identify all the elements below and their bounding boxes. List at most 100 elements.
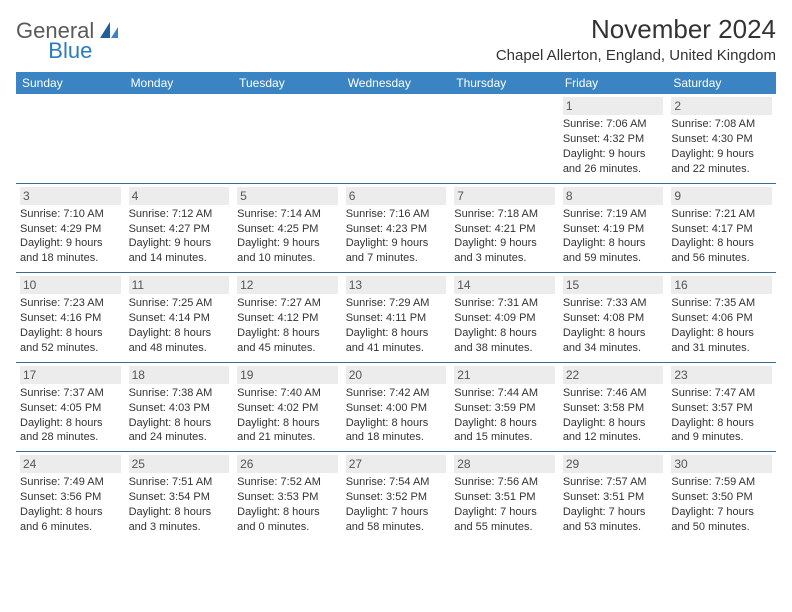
sunset-text: Sunset: 4:30 PM bbox=[671, 132, 772, 147]
sunset-text: Sunset: 4:06 PM bbox=[671, 311, 772, 326]
calendar-day-cell: 4Sunrise: 7:12 AMSunset: 4:27 PMDaylight… bbox=[125, 183, 234, 273]
daylight-text: Daylight: 9 hours and 22 minutes. bbox=[671, 147, 772, 177]
day-number: 29 bbox=[563, 455, 664, 473]
sunrise-text: Sunrise: 7:59 AM bbox=[671, 475, 772, 490]
sunset-text: Sunset: 4:02 PM bbox=[237, 401, 338, 416]
daylight-text: Daylight: 8 hours and 9 minutes. bbox=[671, 416, 772, 446]
sunrise-text: Sunrise: 7:40 AM bbox=[237, 386, 338, 401]
sunrise-text: Sunrise: 7:46 AM bbox=[563, 386, 664, 401]
day-number: 11 bbox=[129, 276, 230, 294]
day-number: 30 bbox=[671, 455, 772, 473]
day-number: 6 bbox=[346, 187, 447, 205]
sunset-text: Sunset: 4:11 PM bbox=[346, 311, 447, 326]
daylight-text: Daylight: 8 hours and 41 minutes. bbox=[346, 326, 447, 356]
day-number: 10 bbox=[20, 276, 121, 294]
day-number: 26 bbox=[237, 455, 338, 473]
daylight-text: Daylight: 8 hours and 18 minutes. bbox=[346, 416, 447, 446]
sunrise-text: Sunrise: 7:52 AM bbox=[237, 475, 338, 490]
daylight-text: Daylight: 8 hours and 56 minutes. bbox=[671, 236, 772, 266]
calendar-day-cell bbox=[16, 94, 125, 183]
calendar-day-cell: 18Sunrise: 7:38 AMSunset: 4:03 PMDayligh… bbox=[125, 362, 234, 452]
day-header: Thursday bbox=[450, 72, 559, 94]
sunset-text: Sunset: 4:21 PM bbox=[454, 222, 555, 237]
daylight-text: Daylight: 8 hours and 48 minutes. bbox=[129, 326, 230, 356]
calendar-day-cell: 15Sunrise: 7:33 AMSunset: 4:08 PMDayligh… bbox=[559, 273, 668, 363]
daylight-text: Daylight: 8 hours and 24 minutes. bbox=[129, 416, 230, 446]
sunrise-text: Sunrise: 7:16 AM bbox=[346, 207, 447, 222]
sunset-text: Sunset: 3:58 PM bbox=[563, 401, 664, 416]
sunset-text: Sunset: 4:29 PM bbox=[20, 222, 121, 237]
daylight-text: Daylight: 7 hours and 50 minutes. bbox=[671, 505, 772, 535]
calendar-day-cell: 27Sunrise: 7:54 AMSunset: 3:52 PMDayligh… bbox=[342, 452, 451, 541]
sunset-text: Sunset: 3:50 PM bbox=[671, 490, 772, 505]
day-number: 22 bbox=[563, 366, 664, 384]
calendar-day-cell: 6 Sunrise: 7:16 AMSunset: 4:23 PMDaylight… bbox=[342, 183, 451, 273]
sunset-text: Sunset: 4:32 PM bbox=[563, 132, 664, 147]
daylight-text: Daylight: 7 hours and 55 minutes. bbox=[454, 505, 555, 535]
sunset-text: Sunset: 4:27 PM bbox=[129, 222, 230, 237]
day-number: 1 bbox=[563, 97, 664, 115]
sunset-text: Sunset: 4:14 PM bbox=[129, 311, 230, 326]
calendar-day-cell: 2Sunrise: 7:08 AMSunset: 4:30 PMDaylight… bbox=[667, 94, 776, 183]
day-number: 12 bbox=[237, 276, 338, 294]
day-header: Sunday bbox=[16, 72, 125, 94]
daylight-text: Daylight: 8 hours and 38 minutes. bbox=[454, 326, 555, 356]
calendar-day-cell: 3Sunrise: 7:10 AMSunset: 4:29 PMDaylight… bbox=[16, 183, 125, 273]
sunrise-text: Sunrise: 7:35 AM bbox=[671, 296, 772, 311]
calendar-week-row: 3Sunrise: 7:10 AMSunset: 4:29 PMDaylight… bbox=[16, 183, 776, 273]
sunrise-text: Sunrise: 7:51 AM bbox=[129, 475, 230, 490]
sunrise-text: Sunrise: 7:06 AM bbox=[563, 117, 664, 132]
calendar-day-cell: 10Sunrise: 7:23 AMSunset: 4:16 PMDayligh… bbox=[16, 273, 125, 363]
calendar-day-cell: 21Sunrise: 7:44 AMSunset: 3:59 PMDayligh… bbox=[450, 362, 559, 452]
day-number: 13 bbox=[346, 276, 447, 294]
calendar-day-cell: 12Sunrise: 7:27 AMSunset: 4:12 PMDayligh… bbox=[233, 273, 342, 363]
sunset-text: Sunset: 4:03 PM bbox=[129, 401, 230, 416]
daylight-text: Daylight: 8 hours and 3 minutes. bbox=[129, 505, 230, 535]
sunrise-text: Sunrise: 7:18 AM bbox=[454, 207, 555, 222]
calendar-day-cell: 26Sunrise: 7:52 AMSunset: 3:53 PMDayligh… bbox=[233, 452, 342, 541]
header: General Blue November 2024 Chapel Allert… bbox=[16, 14, 776, 64]
brand-logo: General Blue bbox=[16, 18, 168, 45]
calendar-day-cell: 16 Sunrise: 7:35 AMSunset: 4:06 PMDayligh… bbox=[667, 273, 776, 363]
sunrise-text: Sunrise: 7:49 AM bbox=[20, 475, 121, 490]
sunrise-text: Sunrise: 7:31 AM bbox=[454, 296, 555, 311]
daylight-text: Daylight: 9 hours and 7 minutes. bbox=[346, 236, 447, 266]
day-number: 5 bbox=[237, 187, 338, 205]
title-block: November 2024 Chapel Allerton, England, … bbox=[496, 14, 776, 64]
day-number: 21 bbox=[454, 366, 555, 384]
calendar-week-row: 24Sunrise: 7:49 AMSunset: 3:56 PMDayligh… bbox=[16, 452, 776, 541]
calendar-day-cell: 25Sunrise: 7:51 AMSunset: 3:54 PMDayligh… bbox=[125, 452, 234, 541]
day-header-row: Sunday Monday Tuesday Wednesday Thursday… bbox=[16, 72, 776, 94]
daylight-text: Daylight: 8 hours and 21 minutes. bbox=[237, 416, 338, 446]
calendar-day-cell bbox=[342, 94, 451, 183]
daylight-text: Daylight: 8 hours and 52 minutes. bbox=[20, 326, 121, 356]
location-text: Chapel Allerton, England, United Kingdom bbox=[496, 47, 776, 64]
daylight-text: Daylight: 8 hours and 31 minutes. bbox=[671, 326, 772, 356]
sunset-text: Sunset: 4:23 PM bbox=[346, 222, 447, 237]
sunrise-text: Sunrise: 7:57 AM bbox=[563, 475, 664, 490]
day-header: Friday bbox=[559, 72, 668, 94]
sunset-text: Sunset: 4:25 PM bbox=[237, 222, 338, 237]
day-header: Saturday bbox=[667, 72, 776, 94]
daylight-text: Daylight: 8 hours and 12 minutes. bbox=[563, 416, 664, 446]
sunrise-text: Sunrise: 7:29 AM bbox=[346, 296, 447, 311]
calendar-day-cell bbox=[450, 94, 559, 183]
day-number: 23 bbox=[671, 366, 772, 384]
sunset-text: Sunset: 4:16 PM bbox=[20, 311, 121, 326]
sunset-text: Sunset: 3:52 PM bbox=[346, 490, 447, 505]
day-number: 24 bbox=[20, 455, 121, 473]
daylight-text: Daylight: 9 hours and 14 minutes. bbox=[129, 236, 230, 266]
sunset-text: Sunset: 4:09 PM bbox=[454, 311, 555, 326]
sunset-text: Sunset: 4:17 PM bbox=[671, 222, 772, 237]
sunrise-text: Sunrise: 7:21 AM bbox=[671, 207, 772, 222]
calendar-day-cell: 8Sunrise: 7:19 AMSunset: 4:19 PMDaylight… bbox=[559, 183, 668, 273]
sunset-text: Sunset: 4:12 PM bbox=[237, 311, 338, 326]
daylight-text: Daylight: 7 hours and 58 minutes. bbox=[346, 505, 447, 535]
calendar-week-row: 17Sunrise: 7:37 AMSunset: 4:05 PMDayligh… bbox=[16, 362, 776, 452]
daylight-text: Daylight: 9 hours and 18 minutes. bbox=[20, 236, 121, 266]
calendar-day-cell: 13 Sunrise: 7:29 AMSunset: 4:11 PMDayligh… bbox=[342, 273, 451, 363]
month-title: November 2024 bbox=[496, 14, 776, 45]
calendar-day-cell: 23Sunrise: 7:47 AMSunset: 3:57 PMDayligh… bbox=[667, 362, 776, 452]
sunrise-text: Sunrise: 7:44 AM bbox=[454, 386, 555, 401]
day-number: 16 bbox=[671, 276, 772, 294]
